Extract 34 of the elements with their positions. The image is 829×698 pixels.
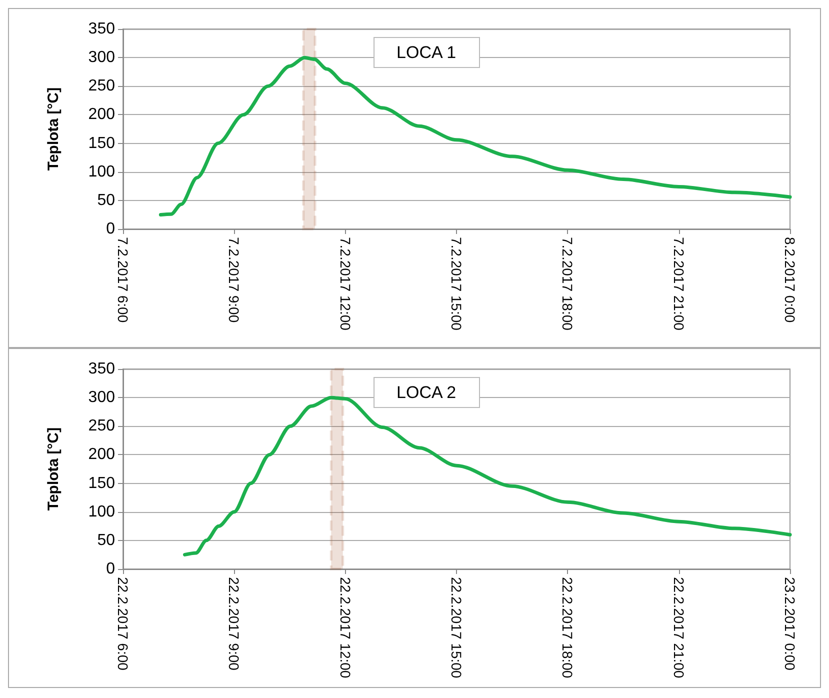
y-tick-label: 100 bbox=[88, 503, 116, 520]
x-tick-label: 22.2.2017 15:00 bbox=[448, 577, 464, 678]
y-tick-label: 250 bbox=[88, 78, 116, 95]
y-tick-label: 0 bbox=[106, 560, 116, 578]
y-tick-label: 50 bbox=[97, 192, 116, 209]
y-axis-title: Teplota [°C] bbox=[45, 87, 62, 171]
annotation: LOCA 2 bbox=[396, 383, 456, 402]
y-tick-label: 350 bbox=[88, 20, 116, 38]
y-tick-label: 50 bbox=[97, 532, 116, 549]
y-tick-label: 300 bbox=[88, 389, 116, 406]
x-tick-label: 23.2.2017 0:00 bbox=[782, 577, 798, 671]
y-tick-label: 250 bbox=[88, 418, 116, 435]
x-tick-label: 22.2.2017 9:00 bbox=[226, 577, 242, 671]
x-tick-label: 7.2.2017 6:00 bbox=[115, 237, 131, 323]
y-tick-label: 200 bbox=[88, 106, 116, 124]
y-tick-label: 200 bbox=[88, 446, 116, 464]
x-tick-label: 22.2.2017 12:00 bbox=[337, 577, 354, 678]
y-tick-label: 300 bbox=[88, 49, 116, 66]
x-tick-label: 22.2.2017 6:00 bbox=[115, 577, 131, 671]
x-tick-label: 7.2.2017 15:00 bbox=[448, 237, 464, 331]
y-tick-label: 0 bbox=[106, 220, 116, 238]
y-axis-title: Teplota [°C] bbox=[45, 427, 62, 511]
x-tick-label: 22.2.2017 21:00 bbox=[670, 577, 687, 678]
x-tick-label: 22.2.2017 18:00 bbox=[560, 577, 576, 678]
y-tick-label: 350 bbox=[88, 360, 116, 378]
x-tick-label: 8.2.2017 0:00 bbox=[782, 237, 798, 323]
x-tick-label: 7.2.2017 12:00 bbox=[337, 237, 354, 331]
y-tick-label: 150 bbox=[88, 134, 116, 152]
x-tick-label: 7.2.2017 18:00 bbox=[560, 237, 576, 331]
y-tick-label: 100 bbox=[88, 163, 116, 180]
x-tick-label: 7.2.2017 21:00 bbox=[670, 237, 687, 331]
y-tick-label: 150 bbox=[88, 474, 116, 492]
x-tick-label: 7.2.2017 9:00 bbox=[226, 237, 242, 323]
annotation: LOCA 1 bbox=[396, 43, 456, 62]
